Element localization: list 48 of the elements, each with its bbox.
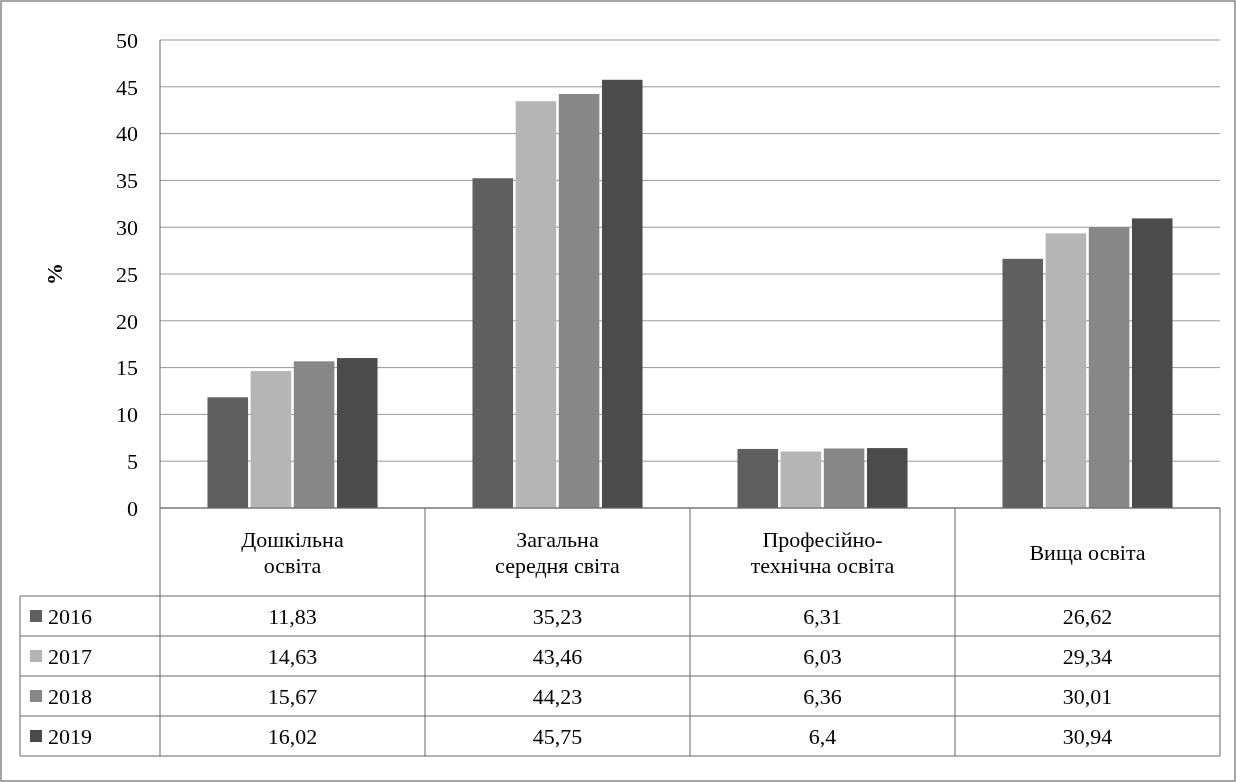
data-label: 29,34 [1062, 643, 1113, 669]
legend-label: 2017 [48, 643, 92, 669]
x-tick-label: Загальна середня світа [495, 526, 621, 578]
data-label: 15,67 [267, 683, 318, 709]
legend-label: 2019 [48, 723, 92, 749]
y-tick-label: 10 [116, 402, 138, 428]
bar [1131, 218, 1173, 508]
data-label: 35,23 [532, 603, 583, 629]
data-label: 43,46 [532, 643, 583, 669]
data-label: 30,01 [1062, 683, 1113, 709]
x-tick-label: Дошкільна освіта [241, 526, 344, 578]
y-tick-label: 25 [116, 261, 138, 287]
data-label: 6,31 [803, 603, 842, 629]
bar [336, 358, 378, 508]
y-tick-label: 20 [116, 308, 138, 334]
bar [250, 371, 292, 508]
x-tick-label: Професійно-технічна освіта [750, 526, 895, 578]
bar [1045, 233, 1087, 508]
data-label: 30,94 [1062, 723, 1113, 749]
bar [515, 101, 557, 508]
y-tick-label: 40 [116, 121, 138, 147]
data-label: 6,36 [803, 683, 842, 709]
y-tick-label: 30 [116, 214, 138, 240]
bar [558, 94, 600, 508]
data-label: 26,62 [1062, 603, 1113, 629]
bar [823, 448, 865, 508]
bar [866, 448, 908, 508]
bar [293, 361, 335, 508]
x-tick-label: Вища освіта [1029, 539, 1146, 565]
y-tick-label: 45 [116, 74, 138, 100]
data-label: 14,63 [267, 643, 318, 669]
data-label: 45,75 [532, 723, 583, 749]
bar [780, 451, 822, 508]
data-label: 11,83 [268, 603, 317, 629]
y-tick-label: 15 [116, 355, 138, 381]
y-axis-title: % [42, 263, 67, 285]
legend-label: 2016 [48, 603, 92, 629]
legend-label: 2018 [48, 683, 92, 709]
data-label: 44,23 [532, 683, 583, 709]
data-label: 6,4 [808, 723, 837, 749]
y-tick-label: 5 [127, 448, 138, 474]
data-label: 6,03 [803, 643, 842, 669]
y-tick-label: 35 [116, 168, 138, 194]
y-tick-label: 50 [116, 27, 138, 53]
data-label: 16,02 [267, 723, 318, 749]
y-tick-label: 0 [127, 495, 138, 521]
bar [1088, 227, 1130, 508]
bar [601, 79, 643, 508]
